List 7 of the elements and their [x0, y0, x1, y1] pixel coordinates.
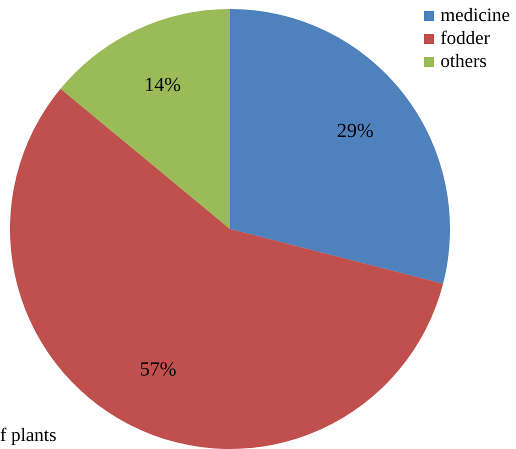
- legend-label: medicine: [440, 4, 510, 27]
- data-label: 57%: [140, 358, 176, 380]
- legend-label: others: [440, 50, 487, 73]
- data-label: 14%: [144, 74, 181, 96]
- text: f plants: [0, 425, 56, 447]
- data-label: 29%: [336, 120, 374, 142]
- legend-label: fodder: [440, 27, 490, 50]
